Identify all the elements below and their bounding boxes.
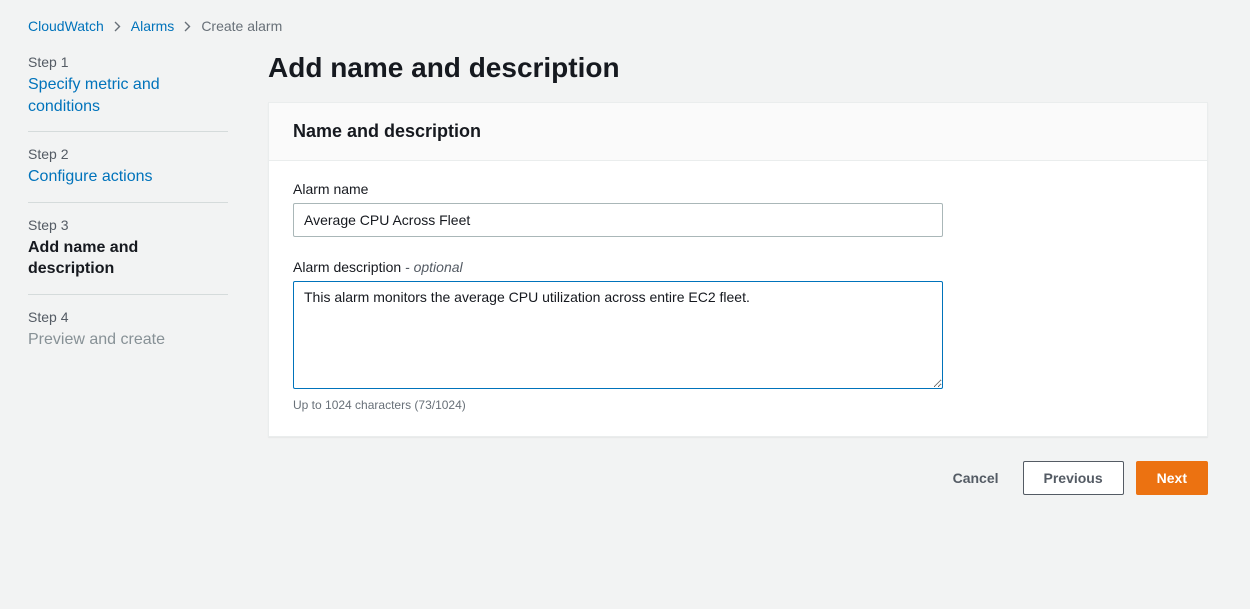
breadcrumb-cloudwatch[interactable]: CloudWatch — [28, 18, 104, 34]
step-label: Step 2 — [28, 146, 228, 162]
optional-indicator: - optional — [401, 259, 462, 275]
step-title[interactable]: Configure actions — [28, 166, 228, 188]
chevron-right-icon — [184, 21, 191, 32]
alarm-description-label-text: Alarm description — [293, 259, 401, 275]
name-description-panel: Name and description Alarm name Alarm de… — [268, 102, 1208, 437]
breadcrumb: CloudWatch Alarms Create alarm — [28, 18, 1226, 34]
chevron-right-icon — [114, 21, 121, 32]
alarm-description-textarea[interactable] — [293, 281, 943, 389]
next-button[interactable]: Next — [1136, 461, 1208, 495]
panel-heading: Name and description — [293, 121, 1183, 142]
step-label: Step 4 — [28, 309, 228, 325]
wizard-step-1[interactable]: Step 1 Specify metric and conditions — [28, 54, 228, 132]
alarm-name-input[interactable] — [293, 203, 943, 237]
breadcrumb-alarms[interactable]: Alarms — [131, 18, 175, 34]
character-count-hint: Up to 1024 characters (73/1024) — [293, 398, 1183, 412]
alarm-name-label: Alarm name — [293, 181, 1183, 197]
wizard-step-4: Step 4 Preview and create — [28, 309, 228, 365]
page-title: Add name and description — [268, 52, 1208, 84]
step-label: Step 3 — [28, 217, 228, 233]
breadcrumb-current: Create alarm — [201, 18, 282, 34]
wizard-step-3: Step 3 Add name and description — [28, 217, 228, 295]
wizard-steps-nav: Step 1 Specify metric and conditions Ste… — [28, 52, 228, 495]
step-title-upcoming: Preview and create — [28, 329, 228, 351]
step-label: Step 1 — [28, 54, 228, 70]
step-title-active: Add name and description — [28, 237, 228, 280]
panel-header: Name and description — [269, 103, 1207, 161]
wizard-step-2[interactable]: Step 2 Configure actions — [28, 146, 228, 203]
main-content: Add name and description Name and descri… — [268, 52, 1208, 495]
step-title[interactable]: Specify metric and conditions — [28, 74, 228, 117]
alarm-description-label: Alarm description - optional — [293, 259, 1183, 275]
wizard-actions: Cancel Previous Next — [268, 461, 1208, 495]
cancel-button[interactable]: Cancel — [941, 462, 1011, 494]
previous-button[interactable]: Previous — [1023, 461, 1124, 495]
